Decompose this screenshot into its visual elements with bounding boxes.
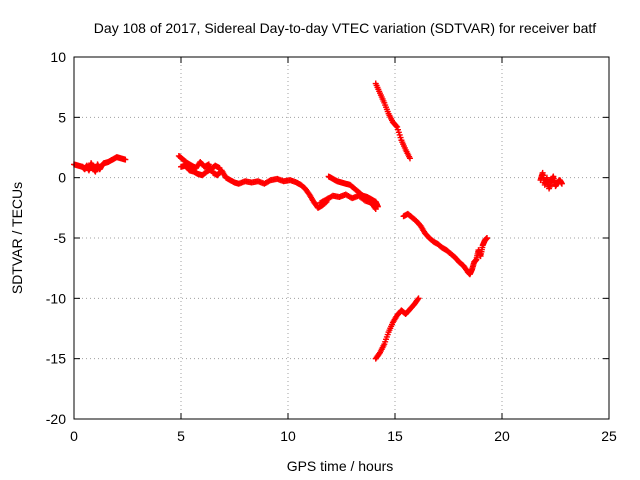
x-tick-label: 15 xyxy=(387,428,403,444)
series-seg2 xyxy=(175,152,330,211)
series-seg7 xyxy=(400,210,491,278)
series-seg1 xyxy=(71,154,129,175)
y-tick-label: 5 xyxy=(58,109,66,125)
y-tick-label: -5 xyxy=(54,230,67,246)
x-tick-label: 20 xyxy=(494,428,510,444)
data-point xyxy=(122,156,129,163)
series-seg5 xyxy=(372,80,413,162)
data-series xyxy=(71,80,565,362)
x-tick-label: 0 xyxy=(70,428,78,444)
data-point xyxy=(484,235,491,241)
x-tick-label: 25 xyxy=(601,428,617,444)
y-tick-label: 0 xyxy=(58,170,66,186)
data-point xyxy=(414,296,421,303)
data-point xyxy=(371,204,378,211)
data-point xyxy=(406,155,413,162)
series-seg8 xyxy=(537,169,565,192)
data-point xyxy=(415,295,422,302)
data-point xyxy=(216,165,223,172)
y-tick-label: -15 xyxy=(46,351,66,367)
series-seg2-wide xyxy=(178,162,223,179)
axes: 0 5 10 15 20 25 -20 -15 -10 -5 0 5 10 xyxy=(46,49,617,444)
data-point xyxy=(393,123,400,130)
series-seg6 xyxy=(372,295,422,362)
y-tick-label: 10 xyxy=(50,49,66,65)
x-axis-label: GPS time / hours xyxy=(287,458,394,474)
data-point xyxy=(372,206,379,213)
grid-lines xyxy=(74,57,609,419)
y-tick-label: -10 xyxy=(46,290,66,306)
data-point xyxy=(558,180,565,187)
series-seg4 xyxy=(317,191,379,213)
chart-title: Day 108 of 2017, Sidereal Day-to-day VTE… xyxy=(94,20,597,36)
x-tick-label: 10 xyxy=(280,428,296,444)
y-axis-label: SDTVAR / TECUs xyxy=(9,182,25,294)
y-tick-label: -20 xyxy=(46,411,66,427)
x-tick-label: 5 xyxy=(177,428,185,444)
